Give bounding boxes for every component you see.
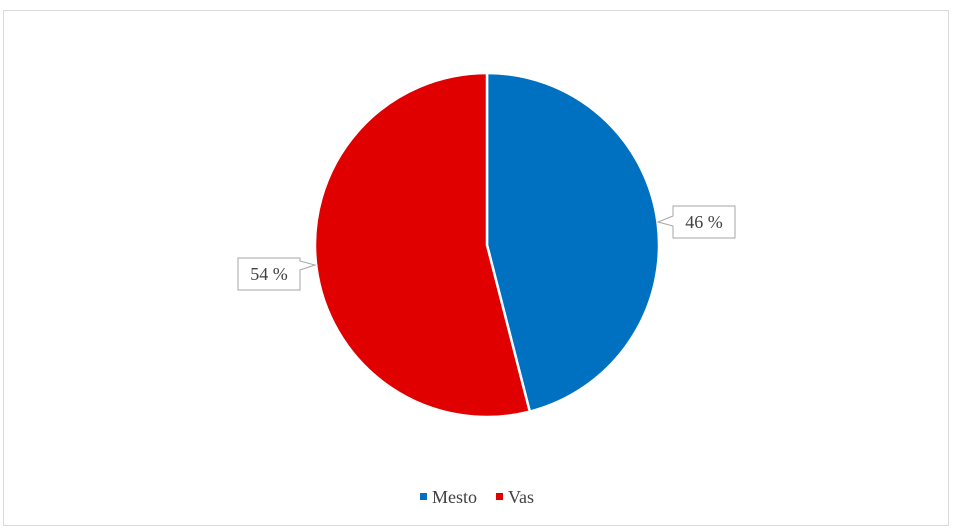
legend-swatch [496,493,503,500]
callout-box [656,205,736,239]
legend-item-vas: Vas [496,487,534,507]
legend-item-mesto: Mesto [420,487,477,507]
pie-slices [313,71,661,419]
data-label-callouts: 46 % 54 % [237,205,736,291]
data-label-vas: 54 % [237,257,317,291]
legend-label: Mesto [432,487,477,507]
data-label-mesto: 46 % [656,205,736,239]
legend: Mesto Vas [420,487,534,507]
pie-slice-vas [313,71,532,419]
data-label-text: 46 % [685,212,723,232]
legend-swatch [420,493,427,500]
legend-label: Vas [508,487,534,507]
data-label-text: 54 % [250,264,288,284]
pie-slice-mesto [485,71,661,414]
callout-box [237,257,317,291]
